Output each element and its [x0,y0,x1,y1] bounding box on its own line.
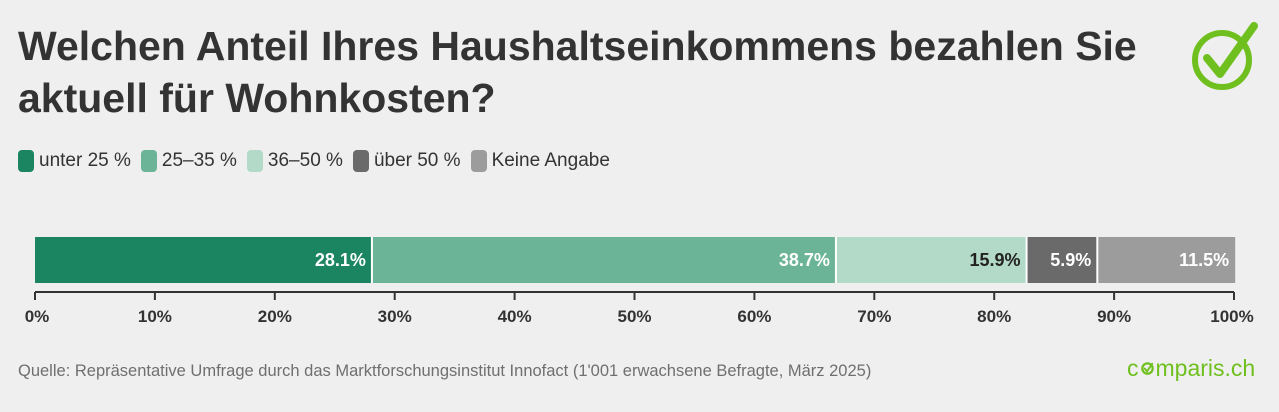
legend-swatch [18,150,34,172]
bar-segment [835,237,1027,283]
legend-label: 36–50 % [267,150,343,171]
x-tick-label: 20% [258,307,292,326]
bar-segment [1097,237,1236,283]
legend-label: unter 25 % [39,150,131,171]
stacked-bar-chart: 28.1% 38.7% 15.9% 5.9% 11.5% 0% 10% 20% 30% 40% 50… [25,237,1254,326]
legend-label: über 50 % [373,150,461,171]
data-label: 28.1% [315,250,366,270]
legend-label: 25–35 % [161,150,237,171]
legend-swatch [352,150,369,172]
source-note: Quelle: Repräsentative Umfrage durch das… [18,362,872,380]
x-tick-label: 90% [1097,307,1131,326]
x-tick-label: 80% [977,307,1011,326]
data-label: 5.9% [1050,250,1091,270]
x-tick-label: 100% [1210,307,1253,326]
legend-label: Keine Angabe [491,150,610,171]
x-tick-label: 40% [498,307,532,326]
data-label: 11.5% [1179,250,1229,270]
comparis-logo: c mparis.ch [1127,355,1255,382]
data-label: 15.9% [970,250,1021,270]
comparis-o-icon [1140,362,1154,375]
legend-swatch [246,150,263,172]
data-label: 38.7% [779,250,830,270]
legend-item: unter 25 % [18,150,131,172]
legend: unter 25 % 25–35 % 36–50 % über 50 % Keine A… [18,148,620,174]
x-tick-label: 30% [378,307,412,326]
chart-title: Welchen Anteil Ihres Haushaltseinkommens… [18,23,1137,121]
x-tick-label: 70% [857,307,891,326]
brand-suffix: mparis.ch [1155,355,1256,381]
legend-swatch [140,150,157,172]
bar-segment [1026,237,1098,283]
legend-swatch [470,150,487,172]
x-tick-label: 60% [737,307,771,326]
x-tick-label: 0% [25,307,50,326]
x-tick-label: 10% [138,307,172,326]
bar-segment [371,237,836,283]
legend-item: 25–35 % [140,150,237,172]
bar-segment [35,237,372,283]
brand-prefix: c [1127,355,1139,381]
legend-item: über 50 % [352,150,461,172]
checkmark-circle-icon [1192,22,1258,90]
legend-item: Keine Angabe [470,150,610,172]
legend-item: 36–50 % [246,150,343,172]
x-tick-label: 50% [617,307,651,326]
